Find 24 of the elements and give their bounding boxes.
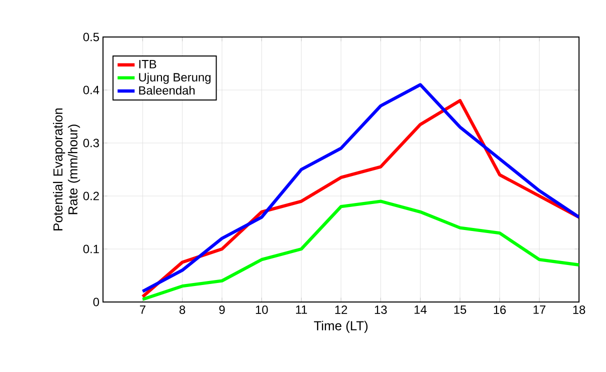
y-tick-label: 0.1 — [83, 244, 99, 254]
y-tick-label: 0.2 — [83, 192, 99, 200]
y-tick-label: 0.3 — [83, 138, 99, 148]
x-tick-label: 15 — [454, 306, 466, 314]
y-tick-label: 0.4 — [83, 86, 100, 94]
y-tick-label: 0.5 — [83, 32, 99, 42]
x-tick-label: 14 — [414, 306, 427, 314]
y-tick-label: 0 — [93, 298, 100, 306]
legend-label: ITB — [139, 60, 156, 68]
x-tick-label: 13 — [374, 306, 387, 314]
x-tick-label: 9 — [219, 306, 225, 314]
x-axis-title: Time (LT) — [314, 320, 368, 333]
legend-label: Ujung Berung — [139, 72, 211, 84]
x-tick-label: 18 — [573, 306, 586, 314]
legend-label: Baleendah — [139, 86, 195, 95]
x-tick-label: 11 — [296, 306, 307, 314]
y-axis-title: Potential Evaporation Rate (mm/hour) — [53, 108, 80, 230]
x-tick-label: 12 — [335, 306, 348, 314]
x-tick-label: 17 — [534, 306, 546, 314]
x-tick-label: 16 — [494, 306, 506, 314]
line-series — [141, 200, 580, 301]
x-tick-label: 10 — [256, 306, 268, 314]
x-tick-label: 7 — [140, 306, 146, 314]
x-tick-label: 8 — [180, 306, 186, 314]
